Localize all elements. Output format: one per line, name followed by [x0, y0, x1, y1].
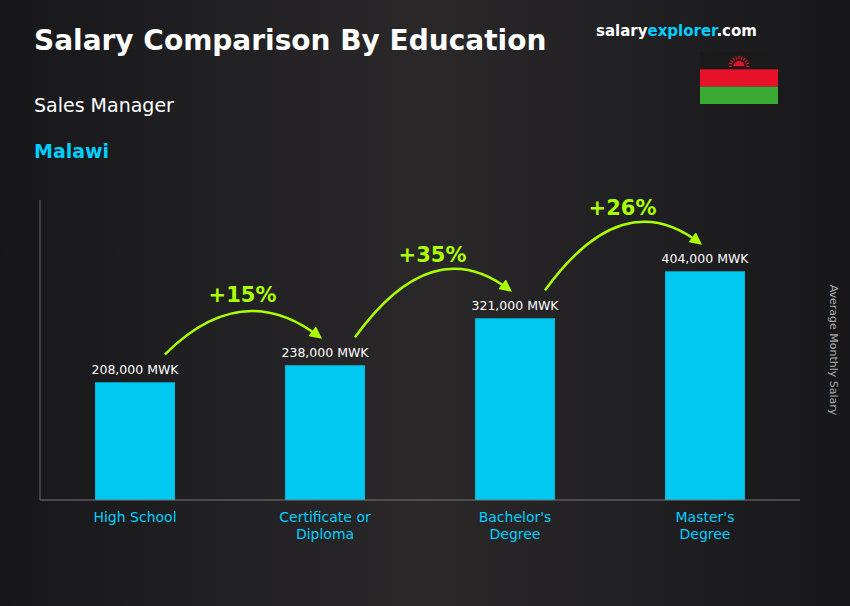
x-tick-label-line: High School: [93, 509, 176, 525]
x-tick-label-line: Certificate or: [279, 509, 371, 525]
chart-svg: Salary Comparison By Education Sales Mana…: [0, 0, 850, 606]
bar: [285, 365, 365, 500]
title: Salary Comparison By Education: [34, 24, 546, 57]
change-arrow: [355, 269, 510, 338]
y-axis-label: Average Monthly Salary: [827, 285, 840, 416]
subtitle: Sales Manager: [34, 94, 174, 116]
bar: [475, 318, 555, 500]
flag-stripe: [700, 87, 778, 104]
watermark-part: .com: [716, 22, 757, 40]
x-tick-label: Master'sDegree: [676, 509, 735, 542]
data-label: 238,000 MWK: [281, 345, 369, 360]
flag-stripe: [700, 69, 778, 86]
x-tick-label-line: Diploma: [296, 526, 354, 542]
x-tick-label: High School: [93, 509, 176, 525]
x-tick-label-line: Bachelor's: [479, 509, 552, 525]
flag-ray: [741, 56, 742, 59]
change-arrow: [545, 222, 700, 291]
flag-ray: [746, 66, 750, 67]
data-label: 404,000 MWK: [661, 251, 749, 266]
bar: [665, 271, 745, 500]
flag-ray: [733, 58, 735, 61]
data-label: 321,000 MWK: [471, 298, 559, 313]
subtitle: Malawi: [34, 140, 109, 162]
flag-ray: [738, 56, 739, 60]
flag-stripe: [700, 52, 778, 69]
change-label: +15%: [209, 283, 277, 307]
flag-ray: [731, 60, 734, 62]
watermark-part: salary: [596, 22, 648, 40]
bar: [95, 382, 175, 500]
x-tick-label: Certificate orDiploma: [279, 509, 371, 542]
bars: [95, 271, 745, 500]
flag-ray: [736, 56, 737, 59]
data-label: 208,000 MWK: [91, 362, 179, 377]
flag-ray: [729, 63, 732, 64]
flag: [700, 52, 778, 104]
y-axis-line: [40, 200, 41, 500]
change-label: +35%: [399, 243, 467, 267]
change-label: +26%: [589, 196, 657, 220]
flag-ray: [729, 66, 733, 67]
flag-sun: [734, 61, 745, 66]
flag-ray: [745, 60, 748, 62]
change-arrow: [165, 311, 320, 354]
x-tick-label-line: Master's: [676, 509, 735, 525]
flag-ray: [743, 58, 745, 61]
x-tick-label-line: Degree: [680, 526, 731, 542]
flag-ray: [746, 63, 749, 64]
x-axis-line: [40, 500, 800, 501]
watermark-part: explorer: [648, 22, 720, 40]
background: [0, 0, 850, 606]
watermark: salaryexplorer.com: [596, 22, 757, 40]
chart-container: Salary Comparison By Education Sales Mana…: [0, 0, 850, 606]
x-tick-label-line: Degree: [490, 526, 541, 542]
x-tick-label: Bachelor'sDegree: [479, 509, 552, 542]
